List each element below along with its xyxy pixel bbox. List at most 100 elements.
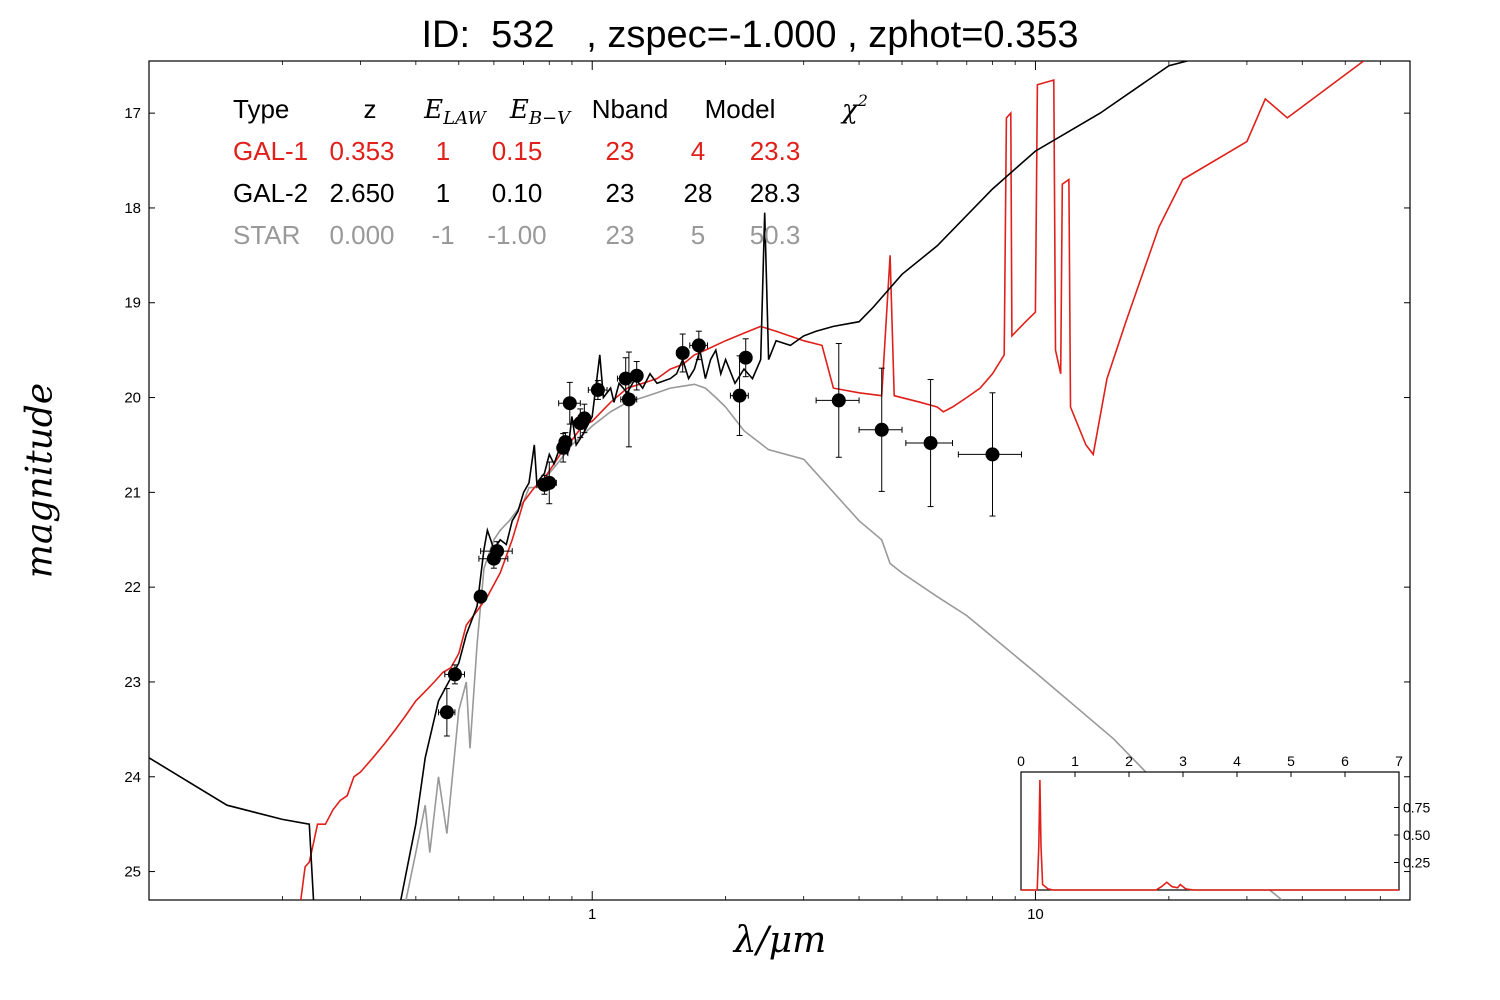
inset-frame <box>1020 771 1400 891</box>
y-tick-label: 17 <box>124 105 141 122</box>
observation-marker <box>447 667 462 682</box>
observation-marker <box>874 422 889 437</box>
inset-x-tick-label: 3 <box>1179 753 1187 769</box>
table-cell-star: 5 <box>691 220 705 250</box>
observation-point <box>473 589 488 604</box>
inset-x-tick-label: 2 <box>1125 753 1133 769</box>
observation-point <box>729 355 749 436</box>
inset-x-tick-label: 1 <box>1071 753 1079 769</box>
observation-marker <box>562 396 577 411</box>
inset-x-tick-label: 0 <box>1017 753 1025 769</box>
x-axis-label: λ/μm <box>733 920 827 961</box>
inset-x-tick-label: 7 <box>1395 753 1403 769</box>
observation-point <box>675 333 690 373</box>
table-cell-star: -1 <box>431 220 454 250</box>
observation-point <box>541 461 557 505</box>
y-tick-label: 21 <box>124 484 141 501</box>
observation-point <box>629 361 644 391</box>
plot-frame <box>148 60 1411 901</box>
observation-point <box>858 367 903 492</box>
table-cell-gal1: GAL-1 <box>233 136 308 166</box>
observations <box>438 330 1022 737</box>
observation-marker <box>542 475 557 490</box>
observation-marker <box>691 338 706 353</box>
y-tick-label: 19 <box>124 295 141 312</box>
inset-y-tick-label: 0.75 <box>1403 800 1430 816</box>
gal2-model-line <box>400 61 1188 900</box>
observation-marker <box>590 382 605 397</box>
pdf-inset: 0 1 2 3 4 5 6 7 0.25 0.50 0.75 <box>1017 753 1430 891</box>
y-tick-label: 18 <box>124 200 141 217</box>
observation-marker <box>732 388 747 403</box>
table-header: EB−V <box>509 95 572 129</box>
table-cell-gal2: 1 <box>436 178 450 208</box>
table-cell-star: 23 <box>606 220 635 250</box>
x-tick-label: 10 <box>1027 906 1044 923</box>
table-cell-gal2: 0.10 <box>492 178 543 208</box>
table-header: z <box>364 94 377 124</box>
observation-point <box>620 351 638 448</box>
y-tick-label: 23 <box>124 674 141 691</box>
observation-point <box>558 381 581 425</box>
table-header: Model <box>705 94 776 124</box>
table-cell-star: 50.3 <box>750 220 801 250</box>
y-tick-label: 20 <box>124 390 141 407</box>
table-cell-star: -1.00 <box>487 220 546 250</box>
observation-marker <box>738 350 753 365</box>
table-header: Type <box>233 94 289 124</box>
table-header: Nband <box>592 94 669 124</box>
table-cell-gal2: 2.650 <box>329 178 394 208</box>
chart-title: ID: 532 , zspec=-1.000 , zphot=0.353 <box>421 14 1079 56</box>
observation-marker <box>558 435 573 450</box>
table-header: χ2 <box>840 91 868 125</box>
observation-marker <box>486 551 501 566</box>
inset-x-tick-label: 5 <box>1287 753 1295 769</box>
y-tick-label: 24 <box>124 769 141 786</box>
observation-marker <box>985 447 1000 462</box>
inset-x-tick-label: 6 <box>1341 753 1349 769</box>
observation-point <box>478 548 509 569</box>
observation-marker <box>577 411 592 426</box>
table-cell-gal1: 1 <box>436 136 450 166</box>
table-cell-gal2: 28 <box>684 178 713 208</box>
inset-x-tick-label: 4 <box>1233 753 1241 769</box>
table-cell-star: STAR <box>233 220 300 250</box>
table-cell-gal2: 28.3 <box>750 178 801 208</box>
table-header: ELAW <box>423 95 487 129</box>
table-cell-gal1: 4 <box>691 136 705 166</box>
observation-marker <box>439 705 454 720</box>
table-cell-gal1: 0.15 <box>492 136 543 166</box>
observation-point <box>905 379 954 508</box>
table-cell-gal2: 23 <box>606 178 635 208</box>
gal2-model-line <box>149 757 315 900</box>
pdf-line <box>1021 779 1399 891</box>
fit-results-table: Type z ELAW EB−V Nband Model χ2 GAL-1 0.353 1 0.15… <box>233 91 868 250</box>
observation-point <box>577 403 592 434</box>
y-tick-label: 22 <box>124 579 141 596</box>
observation-marker <box>923 436 938 451</box>
observation-point <box>738 338 753 378</box>
table-cell-star: 0.000 <box>329 220 394 250</box>
observation-point <box>689 330 708 361</box>
observation-point <box>438 688 456 737</box>
observation-marker <box>621 392 636 407</box>
observation-point <box>558 432 573 453</box>
table-cell-gal1: 23.3 <box>750 136 801 166</box>
observation-marker <box>629 368 644 383</box>
x-tick-label: 1 <box>588 906 596 923</box>
table-cell-gal1: 23 <box>606 136 635 166</box>
table-cell-gal2: GAL-2 <box>233 178 308 208</box>
gal1-model-line <box>300 61 1365 900</box>
observation-point <box>957 392 1022 517</box>
observation-marker <box>831 393 846 408</box>
inset-y-tick-label: 0.50 <box>1403 827 1430 843</box>
observation-point <box>444 664 465 685</box>
inset-y-tick-label: 0.25 <box>1403 855 1430 871</box>
observation-point <box>815 343 860 458</box>
observation-marker <box>675 345 690 360</box>
y-tick-label: 25 <box>124 864 141 881</box>
observation-point <box>587 379 608 400</box>
table-cell-gal1: 0.353 <box>329 136 394 166</box>
